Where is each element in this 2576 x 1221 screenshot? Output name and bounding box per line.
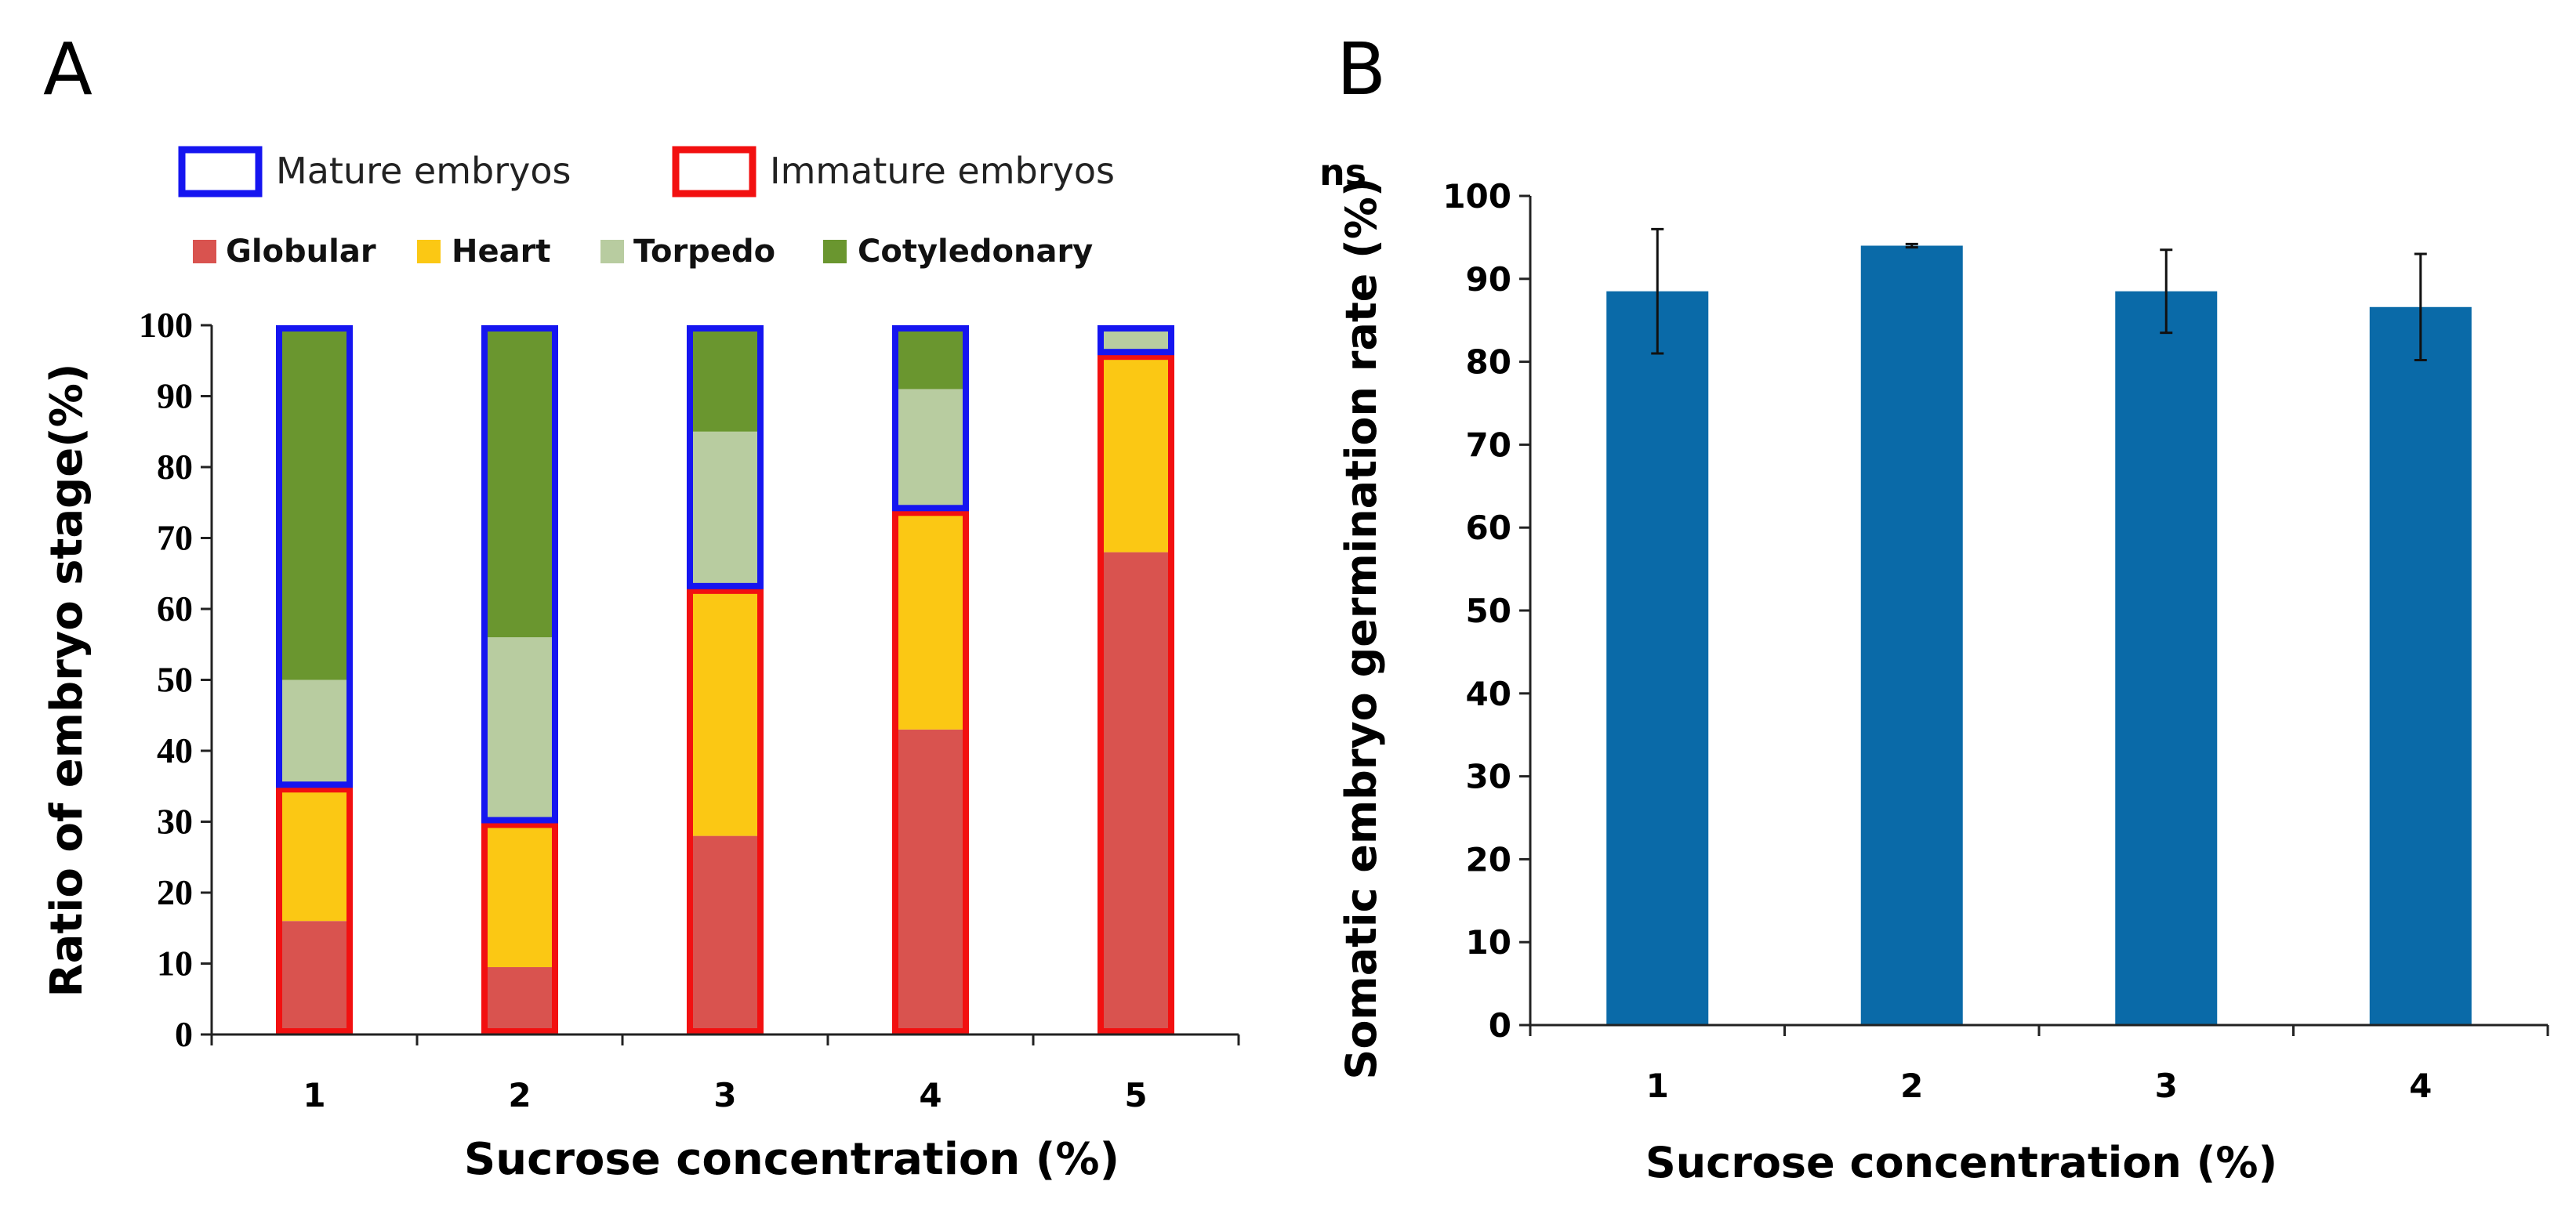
panel-a-bars [276, 325, 1174, 1034]
immature-outline [687, 587, 764, 1034]
y-tick-label: 10 [157, 944, 193, 984]
x-tick-label: 4 [919, 1076, 942, 1114]
panel-b-y-axis-title: Somatic embryo germination rate (%) [1337, 177, 1386, 1079]
immature-outline [276, 786, 353, 1034]
y-tick-label: 20 [1466, 840, 1511, 879]
panel-b-error-bars [1651, 227, 2427, 361]
legend-heart-swatch [417, 240, 441, 263]
y-tick-label: 80 [157, 447, 193, 487]
y-tick-label: 0 [175, 1014, 193, 1054]
y-tick-label: 30 [157, 802, 193, 842]
bar-segment-cotyledonary [687, 325, 764, 432]
legend-a-groups: Mature embryos Immature embryos [178, 146, 1115, 197]
panel-a-label: A [43, 27, 93, 111]
bar-segment-cotyledonary [276, 325, 353, 680]
bar-segment-heart [276, 786, 353, 922]
y-tick-label: 60 [1466, 509, 1511, 547]
bar [1860, 245, 1963, 1026]
panel-a-x-axis-ticks: 1 2 3 4 5 [210, 1034, 1240, 1114]
legend-cotyledonary-label: Cotyledonary [858, 234, 1093, 270]
panel-b-y-axis-ticks: 0 10 20 30 40 50 60 70 80 90 100 [1442, 177, 1530, 1045]
bar-segment-cotyledonary [892, 325, 969, 389]
bar-segment-heart [1098, 353, 1174, 553]
legend-immature-label: Immature embryos [770, 150, 1115, 192]
bar-segment-heart [481, 821, 558, 968]
x-tick-label: 3 [713, 1076, 736, 1114]
x-tick-label: 4 [2409, 1067, 2432, 1105]
bar-segment-torpedo [892, 389, 969, 510]
y-tick-label: 90 [1466, 260, 1511, 299]
immature-outline [892, 509, 969, 1034]
legend-globular-swatch [193, 240, 216, 263]
y-tick-label: 60 [157, 589, 193, 629]
legend-immature-swatch [672, 146, 756, 197]
y-tick-label: 100 [1442, 177, 1511, 216]
legend-mature-swatch [178, 146, 263, 197]
panel-b-x-axis-ticks: 1 2 3 4 [1529, 1025, 2549, 1105]
x-tick-label: 5 [1124, 1076, 1147, 1114]
legend-torpedo-swatch [600, 240, 624, 263]
y-tick-label: 80 [1466, 343, 1511, 382]
bar-segment-globular [892, 729, 969, 1034]
y-tick-label: 70 [1466, 426, 1511, 464]
y-tick-label: 10 [1466, 923, 1511, 962]
mature-outline [276, 325, 353, 788]
bar-segment-globular [276, 921, 353, 1034]
y-tick-label: 70 [157, 518, 193, 558]
panel-b-x-axis-title: Sucrose concentration (%) [1645, 1138, 2277, 1187]
y-tick-label: 40 [1466, 675, 1511, 713]
legend-globular-label: Globular [226, 234, 376, 270]
bar-segment-globular [481, 967, 558, 1034]
immature-outline [1098, 353, 1174, 1034]
bar-segment-heart [687, 587, 764, 836]
x-tick-label: 1 [303, 1076, 325, 1114]
bar-segment-torpedo [481, 637, 558, 822]
panel-b-bars [1606, 245, 2472, 1026]
y-tick-label: 40 [157, 730, 193, 770]
legend-mature-label: Mature embryos [276, 150, 571, 192]
panel-a-axes [210, 325, 1239, 1036]
bar-segment-heart [892, 509, 969, 730]
immature-outline [481, 821, 558, 1034]
mature-outline [481, 325, 558, 824]
legend-heart-label: Heart [452, 234, 550, 270]
mature-outline [1098, 325, 1174, 356]
bar-segment-globular [1098, 552, 1174, 1034]
y-tick-label: 0 [1489, 1006, 1511, 1045]
y-tick-label: 50 [1466, 592, 1511, 630]
bar [2115, 291, 2218, 1025]
legend-a-stages: Globular Heart Torpedo Cotyledonary [193, 234, 1093, 270]
bar-segment-torpedo [276, 679, 353, 787]
bar-segment-cotyledonary [481, 325, 558, 638]
x-tick-label: 1 [1646, 1067, 1669, 1105]
panel-a-group-outlines [276, 325, 1174, 1034]
y-tick-label: 30 [1466, 758, 1511, 796]
bar-segment-torpedo [687, 431, 764, 588]
legend-cotyledonary-swatch [823, 240, 847, 263]
panel-a-x-axis-title: Sucrose concentration (%) [464, 1134, 1119, 1185]
panel-a-y-axis-title: Ratio of embryo stage(%) [42, 364, 93, 998]
panel-a: A Mature embryos Immature embryos Globul… [42, 27, 1240, 1185]
significance-annotation: ns [1319, 151, 1366, 194]
bar [1606, 291, 1709, 1025]
y-tick-label: 50 [157, 660, 193, 700]
x-tick-label: 3 [2155, 1067, 2178, 1105]
x-tick-label: 2 [508, 1076, 531, 1114]
y-tick-label: 100 [139, 305, 193, 345]
bar [2369, 306, 2472, 1026]
panel-b: B ns 0 10 20 30 40 50 60 70 80 90 100 1 2 3 4 Sucrose… [1319, 27, 2549, 1187]
mature-outline [687, 325, 764, 589]
legend-torpedo-label: Torpedo [633, 234, 775, 270]
bar-segment-globular [687, 835, 764, 1034]
y-tick-label: 20 [157, 872, 193, 912]
y-tick-label: 90 [157, 376, 193, 416]
x-tick-label: 2 [1900, 1067, 1923, 1105]
panel-a-y-axis-ticks: 0 10 20 30 40 50 60 70 80 90 100 [139, 305, 212, 1054]
panel-b-label: B [1337, 27, 1386, 111]
mature-outline [892, 325, 969, 512]
